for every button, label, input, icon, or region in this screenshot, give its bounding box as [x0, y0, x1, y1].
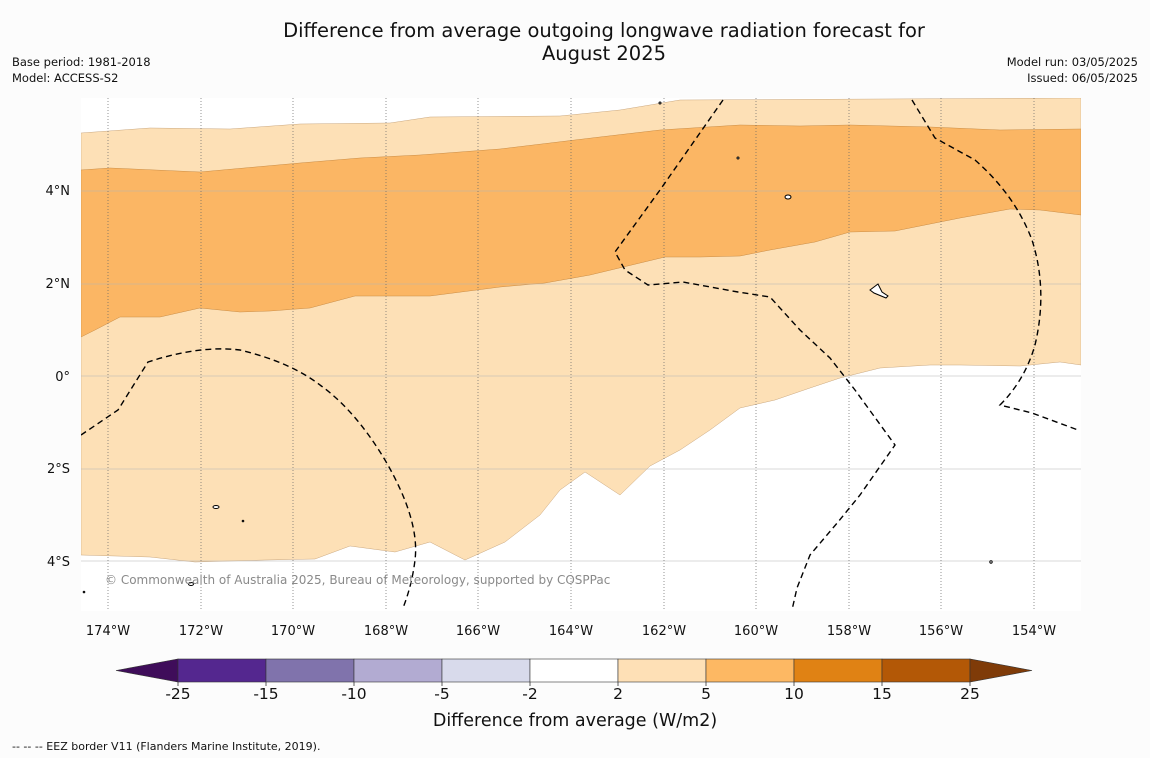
issued-text: Issued: 06/05/2025 [1027, 71, 1138, 85]
colorbar-tick-label: -10 [341, 685, 366, 703]
lon-label: 166°W [456, 624, 500, 639]
island-marker [212, 505, 220, 509]
eez-borders [81, 99, 1079, 611]
islands [82, 101, 993, 594]
colorbar-segment [881, 658, 971, 683]
lon-label: 170°W [271, 624, 315, 639]
colorbar-extension-high [969, 658, 1033, 683]
lon-label: 162°W [642, 624, 686, 639]
island-marker [989, 560, 993, 564]
lat-label: 4°S [47, 555, 70, 570]
model-text: Model: ACCESS-S2 [12, 71, 119, 85]
island-marker [784, 194, 792, 200]
lon-label: 174°W [86, 624, 130, 639]
island-marker [869, 283, 889, 299]
lon-label: 160°W [734, 624, 778, 639]
colorbar-tick-label: 10 [784, 685, 804, 703]
colorbar-segment [705, 658, 795, 683]
colorbar-tick-label: 25 [960, 685, 980, 703]
chart-title-line-1: Difference from average outgoing longwav… [283, 19, 925, 42]
colorbar-segment [529, 658, 619, 683]
colorbar-segment [177, 658, 267, 683]
model-run-text: Model run: 03/05/2025 [1006, 55, 1138, 69]
lon-label: 154°W [1012, 624, 1056, 639]
longitude-axis-labels: 174°W 172°W 170°W 168°W 166°W 164°W 162°… [86, 624, 1056, 639]
colorbar-tick-label: 2 [613, 685, 623, 703]
colorbar-tick-label: 15 [872, 685, 892, 703]
lon-label: 172°W [179, 624, 223, 639]
colorbar-tick-label: -2 [522, 685, 537, 703]
colorbar-segment [793, 658, 883, 683]
colorbar-tick-label: -25 [165, 685, 190, 703]
colorbar-segment [353, 658, 443, 683]
lat-label: 2°N [46, 277, 71, 292]
latitude-axis-labels: 4°N 2°N 0° 2°S 4°S [46, 184, 71, 570]
eez-border-east [911, 99, 1079, 431]
colorbar-tick-label: 5 [701, 685, 711, 703]
lon-label: 158°W [827, 624, 871, 639]
base-period-text: Base period: 1981-2018 [12, 55, 151, 69]
colorbar-segment [265, 658, 355, 683]
chart-title: Difference from average outgoing longwav… [150, 19, 1058, 65]
lon-label: 168°W [364, 624, 408, 639]
colorbar-segment [441, 658, 531, 683]
eez-border-central [614, 99, 896, 611]
island-marker [658, 101, 662, 105]
colorbar-segment [617, 658, 707, 683]
meta-right: Model run: 03/05/2025 Issued: 06/05/2025 [1007, 54, 1138, 86]
colorbar-extension-low [115, 658, 179, 683]
island-marker [82, 590, 86, 594]
colorbar-tick-label: -15 [253, 685, 278, 703]
island-marker [188, 582, 194, 586]
lat-label: 0° [55, 370, 70, 385]
eez-footnote: -- -- -- EEZ border V11 (Flanders Marine… [12, 740, 321, 753]
island-marker [736, 156, 740, 160]
lon-label: 156°W [919, 624, 963, 639]
island-marker [241, 519, 245, 523]
colorbar-tick-label: -5 [434, 685, 449, 703]
latitude-gridlines [81, 190, 1081, 562]
lat-label: 4°N [46, 184, 71, 199]
lon-label: 164°W [549, 624, 593, 639]
lat-label: 2°S [47, 462, 70, 477]
eez-border-west [81, 348, 417, 609]
map-panel: © Commonwealth of Australia 2025, Bureau… [81, 98, 1081, 611]
copyright-text: © Commonwealth of Australia 2025, Bureau… [105, 573, 610, 587]
colorbar-title: Difference from average (W/m2) [433, 711, 717, 731]
colorbar: -25 -15 -10 -5 -2 2 5 10 15 25 Difference from av… [115, 658, 1033, 731]
chart-title-line-2: August 2025 [541, 42, 667, 65]
meta-left: Base period: 1981-2018 Model: ACCESS-S2 [12, 54, 151, 86]
